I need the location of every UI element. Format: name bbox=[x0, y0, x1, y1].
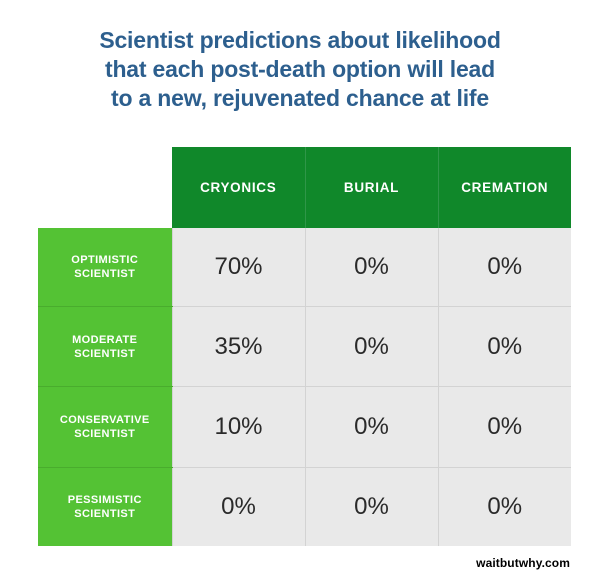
row-header-line-1: CONSERVATIVE bbox=[59, 414, 150, 427]
cell-pessimistic-cryonics: 0% bbox=[171, 466, 306, 546]
cell-moderate-cremation: 0% bbox=[437, 306, 571, 388]
table-row: OPTIMISTIC SCIENTIST 70% 0% 0% bbox=[38, 228, 571, 308]
page-title: Scientist predictions about likelihood t… bbox=[0, 26, 600, 113]
cell-conservative-cremation: 0% bbox=[437, 386, 571, 468]
column-header-burial: BURIAL bbox=[304, 147, 439, 228]
table-header-row: CRYONICS BURIAL CREMATION bbox=[38, 147, 571, 228]
cell-optimistic-cremation: 0% bbox=[437, 228, 571, 308]
cell-optimistic-cryonics: 70% bbox=[171, 228, 306, 308]
table-row: MODERATE SCIENTIST 35% 0% 0% bbox=[38, 306, 571, 388]
page-title-line-1: Scientist predictions about likelihood bbox=[99, 27, 501, 53]
row-header-line-1: OPTIMISTIC bbox=[71, 254, 139, 267]
row-header-optimistic-scientist: OPTIMISTIC SCIENTIST bbox=[38, 228, 172, 308]
cell-pessimistic-cremation: 0% bbox=[437, 466, 571, 546]
predictions-table-container: CRYONICS BURIAL CREMATION OPTIMISTIC SCI… bbox=[38, 147, 571, 546]
page-title-line-2: that each post-death option will lead bbox=[104, 56, 495, 82]
row-header-line-1: MODERATE bbox=[72, 333, 138, 346]
table-row: PESSIMISTIC SCIENTIST 0% 0% 0% bbox=[38, 466, 571, 546]
row-header-line-2: SCIENTIST bbox=[74, 507, 136, 520]
table-body: OPTIMISTIC SCIENTIST 70% 0% 0% MODERATE … bbox=[38, 228, 571, 546]
cell-conservative-cryonics: 10% bbox=[171, 386, 306, 468]
cell-conservative-burial: 0% bbox=[304, 386, 439, 468]
attribution-label: waitbutwhy.com bbox=[476, 556, 570, 570]
cell-optimistic-burial: 0% bbox=[304, 228, 439, 308]
cell-moderate-cryonics: 35% bbox=[171, 306, 306, 388]
row-header-pessimistic-scientist: PESSIMISTIC SCIENTIST bbox=[38, 466, 172, 546]
row-header-conservative-scientist: CONSERVATIVE SCIENTIST bbox=[38, 386, 172, 468]
cell-pessimistic-burial: 0% bbox=[304, 466, 439, 546]
table-row: CONSERVATIVE SCIENTIST 10% 0% 0% bbox=[38, 386, 571, 468]
predictions-table: CRYONICS BURIAL CREMATION OPTIMISTIC SCI… bbox=[38, 147, 571, 546]
row-header-line-2: SCIENTIST bbox=[74, 268, 136, 281]
column-header-cremation: CREMATION bbox=[437, 147, 571, 228]
cell-moderate-burial: 0% bbox=[304, 306, 439, 388]
table-corner-cell bbox=[38, 147, 172, 228]
row-header-line-1: PESSIMISTIC bbox=[67, 493, 142, 506]
table-header: CRYONICS BURIAL CREMATION bbox=[38, 147, 571, 228]
row-header-moderate-scientist: MODERATE SCIENTIST bbox=[38, 306, 172, 388]
row-header-line-2: SCIENTIST bbox=[74, 347, 136, 360]
column-header-cryonics: CRYONICS bbox=[172, 147, 306, 228]
row-header-line-2: SCIENTIST bbox=[74, 428, 136, 441]
page-title-line-3: to a new, rejuvenated chance at life bbox=[111, 85, 489, 111]
